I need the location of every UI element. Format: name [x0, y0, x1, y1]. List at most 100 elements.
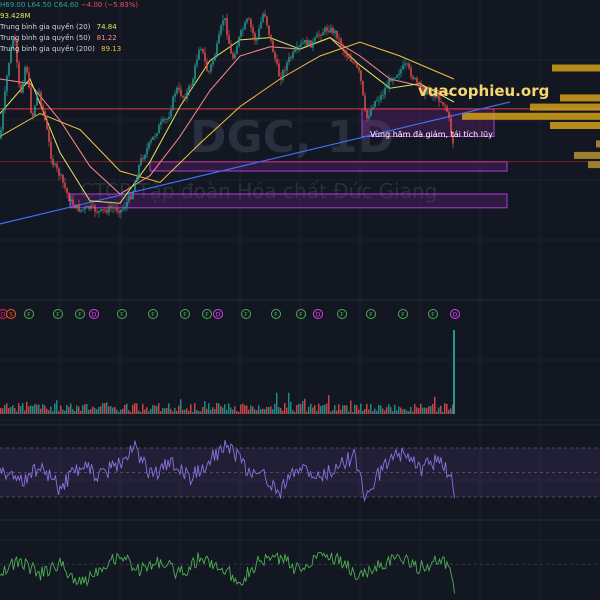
- ma50-line: [0, 37, 455, 195]
- volume-bar: [296, 405, 298, 414]
- volume-bar: [192, 411, 194, 414]
- volume-bar: [370, 404, 372, 414]
- candle-body: [430, 93, 432, 97]
- rsi-line: [0, 439, 455, 503]
- volume-bar: [86, 404, 88, 414]
- candle-body: [22, 82, 24, 93]
- candle-body: [180, 89, 182, 96]
- candle-body: [2, 110, 4, 130]
- volume-bar: [176, 411, 178, 414]
- volume-bar: [90, 409, 92, 414]
- volume-bar: [110, 406, 112, 414]
- candle-body: [112, 207, 114, 209]
- volume-bar: [358, 409, 360, 414]
- candle-body: [232, 53, 234, 59]
- event-marker-label: F: [120, 312, 124, 319]
- candle-body: [394, 77, 396, 79]
- ohlc-low: L64.50: [27, 1, 52, 9]
- candle-body: [436, 94, 438, 98]
- volume-bar: [256, 410, 258, 414]
- candle-body: [150, 139, 152, 143]
- ma50-value: 81.22: [96, 34, 117, 42]
- event-marker-label: F: [151, 312, 155, 319]
- volume-profile-bar: [530, 103, 600, 111]
- candle-body: [172, 96, 174, 110]
- volume-bar: [64, 410, 66, 414]
- candle-body: [24, 67, 26, 83]
- candle-body: [248, 18, 250, 20]
- ma20-value: 74.84: [96, 23, 117, 31]
- candle-body: [304, 40, 306, 43]
- candle-body: [120, 209, 122, 213]
- candle-body: [322, 32, 324, 36]
- candle-body: [122, 208, 124, 210]
- event-marker-circle: [296, 309, 306, 319]
- volume-bar: [240, 404, 242, 414]
- candle-body: [328, 30, 330, 33]
- volume-bar: [280, 408, 282, 414]
- volume-bar: [24, 410, 26, 414]
- volume-bar: [438, 407, 440, 414]
- volume-bar: [436, 411, 438, 414]
- volume-bar: [188, 410, 190, 414]
- candle-body: [26, 67, 28, 73]
- event-marker-circle: [148, 309, 158, 319]
- volume-bar: [116, 409, 118, 414]
- candle-body: [130, 195, 132, 199]
- event-marker-label: F: [401, 312, 405, 319]
- candle-body: [138, 165, 140, 178]
- candle-body: [60, 174, 62, 176]
- candle-body: [166, 118, 168, 120]
- ohlc-close: C64.60: [53, 1, 79, 9]
- volume-bar: [246, 405, 248, 414]
- candle-body: [414, 77, 416, 80]
- candle-body: [442, 102, 444, 105]
- ma200-row: Trung bình gia quyền (200) 89.13: [0, 44, 138, 55]
- candle-body: [380, 95, 382, 100]
- volume-bar: [162, 408, 164, 414]
- event-marker-label: F: [78, 312, 82, 319]
- volume-bar: [154, 405, 156, 414]
- candle-body: [234, 54, 236, 59]
- volume-bar: [378, 405, 380, 414]
- volume-bar: [344, 405, 346, 414]
- candle-body: [142, 158, 144, 160]
- candle-body: [38, 92, 40, 94]
- candle-body: [42, 105, 44, 112]
- volume-bar: [326, 403, 328, 414]
- volume-bar: [314, 405, 316, 414]
- ma50-row: Trung bình gia quyền (50) 81.22: [0, 33, 138, 44]
- volume-bar: [50, 406, 52, 414]
- candle-body: [264, 14, 266, 17]
- candle-body: [0, 129, 2, 139]
- volume-bar: [304, 398, 306, 414]
- event-marker-label: F: [27, 312, 31, 319]
- volume-bar: [238, 411, 240, 414]
- volume-bar: [282, 410, 284, 414]
- volume-bar: [220, 406, 222, 414]
- volume-bar: [18, 403, 20, 414]
- volume-bar: [84, 404, 86, 414]
- ma20-row: Trung bình gia quyền (20) 74.84: [0, 22, 138, 33]
- brand-label: vuacophieu.org: [418, 82, 549, 100]
- volume-bar: [228, 403, 230, 414]
- volume-bar: [226, 410, 228, 414]
- candle-body: [202, 48, 204, 53]
- candle-body: [256, 37, 258, 41]
- volume-bar: [30, 405, 32, 414]
- candle-body: [182, 96, 184, 97]
- candle-body: [224, 18, 226, 21]
- volume-bar: [444, 403, 446, 414]
- volume-bar: [286, 407, 288, 414]
- candle-body: [106, 210, 108, 213]
- candle-body: [236, 46, 238, 55]
- candle-body: [226, 18, 228, 36]
- volume-bar: [288, 392, 290, 414]
- volume-bar: [10, 407, 12, 414]
- volume-profile-bar: [560, 94, 600, 102]
- volume-bar: [74, 411, 76, 414]
- volume-profile-bar: [588, 161, 600, 169]
- candle-body: [286, 62, 288, 71]
